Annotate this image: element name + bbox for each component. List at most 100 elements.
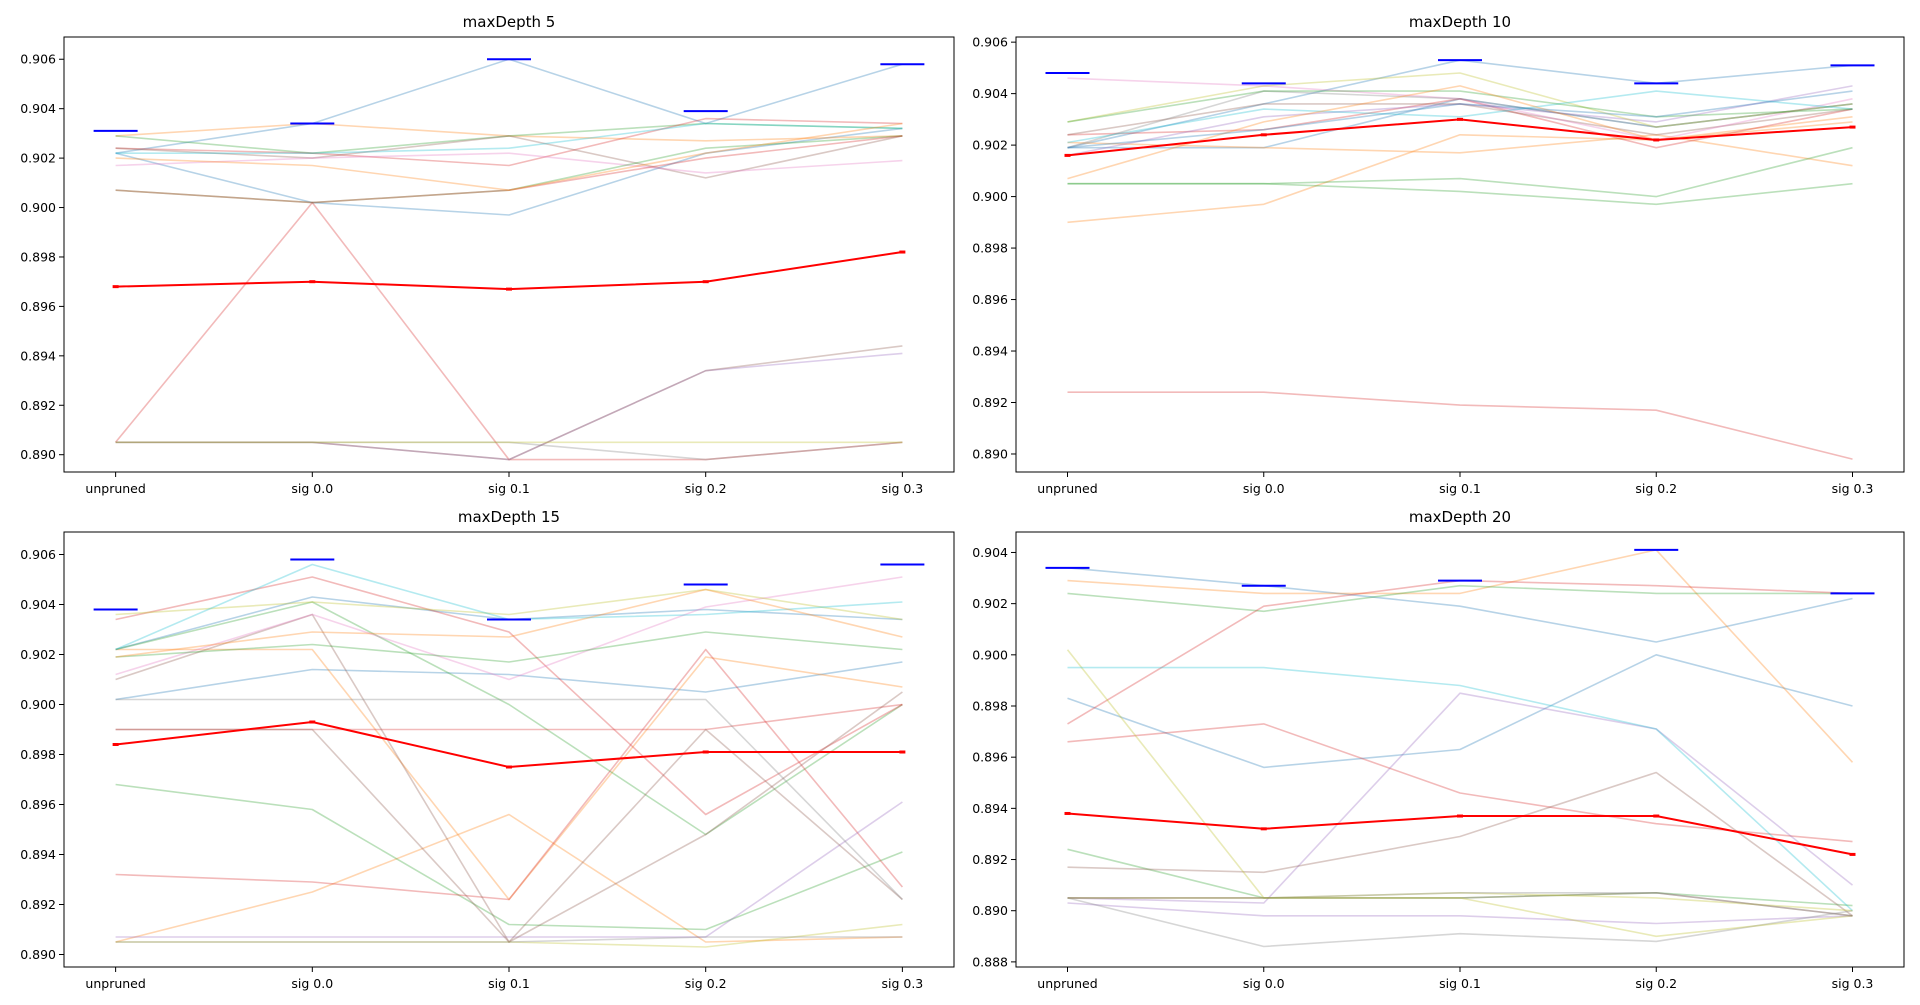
y-tick-label: 0.906 <box>20 52 56 67</box>
y-tick-label: 0.900 <box>20 200 56 215</box>
series-line-4 <box>1067 584 1853 613</box>
series-line-2 <box>115 661 903 701</box>
series-line-20 <box>115 588 903 658</box>
y-tick-label: 0.906 <box>972 35 1008 50</box>
series-line-6 <box>1067 146 1853 198</box>
series-line-15 <box>1067 891 1853 912</box>
series-line-11 <box>1067 77 1853 141</box>
y-tick-label: 0.888 <box>972 954 1008 969</box>
series-line-16 <box>115 122 903 191</box>
series-line-13 <box>115 122 903 154</box>
series-line-17 <box>115 923 903 948</box>
x-tick-label: sig 0.2 <box>1635 481 1677 496</box>
series-line-19 <box>115 631 903 663</box>
series-line-6 <box>115 117 903 167</box>
series-line-14 <box>115 135 903 204</box>
y-tick-label: 0.890 <box>972 903 1008 918</box>
y-tick-label: 0.902 <box>20 151 56 166</box>
chart-title: maxDepth 20 <box>1409 508 1511 526</box>
x-tick-label: unpruned <box>85 976 145 991</box>
y-tick-label: 0.898 <box>972 699 1008 714</box>
series-line-3 <box>115 813 903 943</box>
series-line-7 <box>115 352 903 461</box>
series-line-12 <box>1067 90 1853 149</box>
series-line-7 <box>1067 391 1853 460</box>
series-line-15 <box>115 135 903 204</box>
series-line-16 <box>1067 891 1853 917</box>
x-tick-label: sig 0.0 <box>291 976 333 991</box>
x-tick-label: sig 0.1 <box>488 976 530 991</box>
series-line-9 <box>1067 902 1853 925</box>
series-line-14 <box>115 588 903 621</box>
series-line-14 <box>1067 90 1853 144</box>
y-tick-label: 0.904 <box>20 101 56 116</box>
y-tick-label: 0.894 <box>972 801 1008 816</box>
series-line-11 <box>115 613 903 943</box>
y-tick-label: 0.904 <box>972 545 1008 560</box>
y-tick-label: 0.894 <box>20 348 56 363</box>
series-line-11 <box>115 441 903 461</box>
y-tick-label: 0.892 <box>20 897 56 912</box>
y-tick-label: 0.904 <box>20 597 56 612</box>
x-tick-label: unpruned <box>1037 976 1097 991</box>
series-line-15 <box>1067 90 1853 123</box>
x-tick-label: sig 0.3 <box>881 976 923 991</box>
series-line-4 <box>1067 134 1853 167</box>
chart-title: maxDepth 15 <box>458 508 560 526</box>
y-tick-label: 0.896 <box>972 750 1008 765</box>
series-line-6 <box>115 601 903 836</box>
series-line-2 <box>1067 653 1853 769</box>
series-line-13 <box>1067 72 1853 128</box>
x-tick-label: sig 0.3 <box>881 481 923 496</box>
y-tick-label: 0.904 <box>972 86 1008 101</box>
series-line-8 <box>115 576 903 816</box>
y-tick-label: 0.892 <box>972 395 1008 410</box>
series-line-5 <box>115 783 903 931</box>
y-tick-label: 0.894 <box>972 344 1008 359</box>
series-line-18 <box>115 936 903 943</box>
x-tick-label: sig 0.1 <box>488 481 530 496</box>
y-tick-label: 0.892 <box>20 398 56 413</box>
y-tick-label: 0.900 <box>20 697 56 712</box>
x-tick-label: unpruned <box>1037 481 1097 496</box>
series-line-12 <box>1067 897 1853 948</box>
series-line-13 <box>1066 649 1853 938</box>
x-tick-label: sig 0.0 <box>1243 481 1285 496</box>
x-tick-label: sig 0.2 <box>685 481 727 496</box>
y-tick-label: 0.902 <box>972 138 1008 153</box>
y-tick-label: 0.894 <box>20 847 56 862</box>
series-line-3 <box>1067 116 1853 224</box>
series-line-2 <box>115 127 903 216</box>
series-line-3 <box>115 122 903 142</box>
series-line-10 <box>115 801 903 938</box>
series-line-11 <box>1067 891 1853 917</box>
chart-title: maxDepth 10 <box>1409 13 1511 31</box>
series-line-8 <box>1067 692 1853 904</box>
chart-panel-3: maxDepth 15 0.890 0.892 0.894 0.896 0.898 0.90… <box>20 508 955 991</box>
series-line-2 <box>1067 98 1853 149</box>
series-line-1 <box>1067 567 1853 643</box>
series-line-3 <box>1067 549 1854 763</box>
y-tick-label: 0.890 <box>20 447 56 462</box>
chart-panel-4: maxDepth 20 0.888 0.890 0.892 0.894 0.896 0.89… <box>972 508 1905 991</box>
x-tick-label: sig 0.1 <box>1439 481 1481 496</box>
x-tick-label: sig 0.0 <box>1243 976 1285 991</box>
y-tick-label: 0.896 <box>972 292 1008 307</box>
x-tick-label: sig 0.0 <box>291 481 333 496</box>
y-tick-label: 0.896 <box>20 797 56 812</box>
y-tick-label: 0.902 <box>20 647 56 662</box>
y-tick-label: 0.900 <box>972 189 1008 204</box>
y-tick-label: 0.896 <box>20 299 56 314</box>
series-line-4 <box>115 648 903 901</box>
y-tick-label: 0.892 <box>972 852 1008 867</box>
chart-title: maxDepth 5 <box>463 13 556 31</box>
x-tick-label: unpruned <box>85 481 145 496</box>
series-line-13 <box>115 698 903 901</box>
y-tick-label: 0.900 <box>972 647 1008 662</box>
y-tick-label: 0.890 <box>972 446 1008 461</box>
y-tick-label: 0.898 <box>972 241 1008 256</box>
series-line-5 <box>1067 848 1853 907</box>
y-tick-label: 0.902 <box>972 596 1008 611</box>
